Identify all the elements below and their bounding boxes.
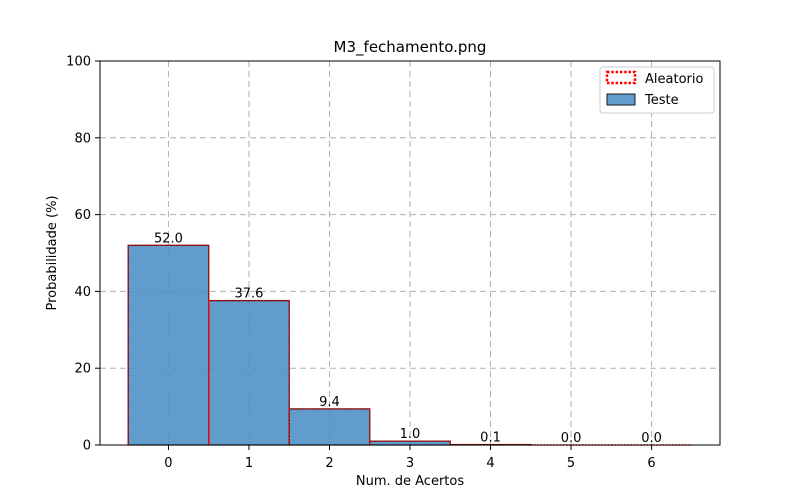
bar-teste-0	[127, 244, 210, 446]
data-labels: 52.0 37.6 9.4 1.0 0.1 0.0 0.0	[154, 231, 662, 446]
x-tick-label-6: 6	[647, 456, 655, 471]
x-tick-label-1: 1	[245, 456, 253, 471]
legend-swatch-aleatorio	[605, 70, 637, 85]
x-tick-label-4: 4	[486, 456, 494, 471]
y-tick-label-3: 60	[74, 208, 91, 223]
x-tick-label-2: 2	[325, 456, 333, 471]
x-tick-label-0: 0	[164, 456, 172, 471]
data-label-1: 37.6	[234, 287, 263, 302]
y-tick-label-5: 100	[66, 55, 91, 70]
legend: Aleatorio Teste	[599, 66, 715, 114]
x-tick-label-3: 3	[406, 456, 414, 471]
bar-aleatorio-2	[288, 408, 371, 445]
series-teste-bars	[127, 244, 532, 446]
data-label-2: 9.4	[319, 395, 340, 410]
y-axis-ticks: 0 20 40 60 80 100	[66, 55, 100, 454]
legend-label-teste: Teste	[644, 93, 679, 108]
y-tick-label-1: 20	[74, 362, 91, 377]
legend-swatch-teste	[606, 93, 636, 106]
chart-title: M3_fechamento.png	[334, 38, 487, 57]
data-label-0: 52.0	[154, 231, 183, 246]
y-tick-label-4: 80	[74, 131, 91, 146]
x-axis-label: Num. de Acertos	[356, 474, 464, 489]
bar-teste-2	[288, 408, 371, 446]
x-axis-ticks: 0 1 2 3 4 5 6	[164, 445, 656, 471]
y-axis-label: Probabilidade (%)	[45, 195, 60, 310]
bar-aleatorio-0	[127, 244, 210, 445]
y-tick-label-2: 40	[74, 285, 91, 300]
legend-label-aleatorio: Aleatorio	[645, 72, 703, 87]
data-label-4: 0.1	[480, 431, 501, 446]
data-label-6: 0.0	[641, 431, 662, 446]
data-label-5: 0.0	[561, 431, 582, 446]
data-label-3: 1.0	[400, 427, 421, 442]
bar-teste-1	[208, 300, 290, 446]
x-tick-label-5: 5	[567, 456, 575, 471]
y-tick-label-0: 0	[83, 439, 91, 454]
